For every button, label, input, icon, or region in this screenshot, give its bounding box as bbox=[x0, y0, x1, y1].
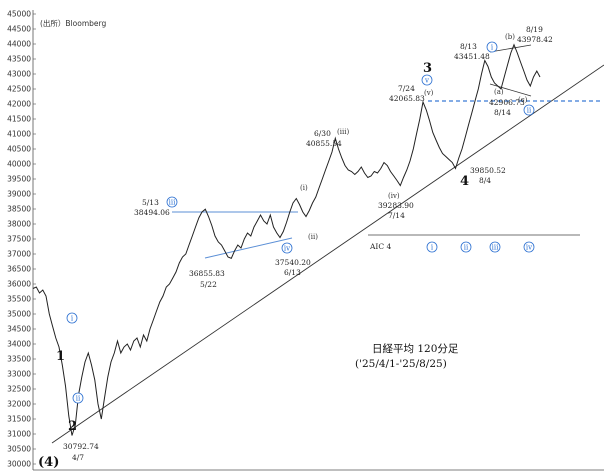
annotation-value-0714: 39283.90 bbox=[378, 201, 414, 210]
annotation-date-0814: 8/14 bbox=[494, 108, 511, 117]
annotation-date-0513: 5/13 bbox=[142, 198, 159, 207]
annotation-date-0804: 8/4 bbox=[479, 176, 491, 185]
y-tick-label: 40500 bbox=[7, 145, 31, 154]
chart-subtitle: ('25/4/1-'25/8/25) bbox=[355, 358, 447, 370]
aic-legend-circle-ii: ii bbox=[460, 241, 472, 253]
y-axis-ticks: 30000 30500 31000 31500 32000 32500 33000 33500… bbox=[7, 10, 36, 469]
y-tick-label: 38500 bbox=[7, 205, 31, 214]
wave-label-4-paren: (4) bbox=[38, 455, 59, 470]
annotation-value-0513: 38494.06 bbox=[134, 208, 170, 217]
circle-marker-iii-1: iii bbox=[166, 196, 178, 208]
y-tick-label: 43000 bbox=[7, 70, 31, 79]
y-tick-label: 39500 bbox=[7, 175, 31, 184]
y-tick-label: 31500 bbox=[7, 415, 31, 424]
wave-label-c-paren: (c) bbox=[518, 96, 528, 104]
annotation-date-0714: 7/14 bbox=[388, 211, 405, 220]
wave-label-1: 1 bbox=[56, 349, 65, 364]
aic-legend-circle-i: i bbox=[426, 241, 438, 253]
circle-marker-iv-1: iv bbox=[281, 242, 293, 254]
y-tick-label: 44000 bbox=[7, 40, 31, 49]
triangle-upper-line bbox=[489, 44, 532, 53]
annotation-value-0724: 42065.83 bbox=[389, 94, 425, 103]
annotation-value-0804: 39850.52 bbox=[470, 166, 506, 175]
y-tick-label: 37500 bbox=[7, 235, 31, 244]
annotation-date-0613: 6/13 bbox=[284, 268, 301, 277]
y-tick-label: 42000 bbox=[7, 100, 31, 109]
annotation-date-0813: 8/13 bbox=[460, 42, 477, 51]
svg-text:iii: iii bbox=[169, 199, 176, 207]
wave-label-iii-paren: (iii) bbox=[337, 128, 349, 136]
svg-text:iv: iv bbox=[284, 245, 290, 253]
support-trendline bbox=[51, 64, 604, 444]
annotation-value-0819: 43978.42 bbox=[517, 35, 553, 44]
svg-text:v: v bbox=[424, 77, 429, 85]
annotation-value-0522: 36855.83 bbox=[189, 269, 225, 278]
circle-marker-i-1: i bbox=[66, 312, 78, 324]
y-tick-label: 37000 bbox=[7, 250, 31, 259]
y-tick-label: 34500 bbox=[7, 325, 31, 334]
circle-marker-i-2: i bbox=[486, 41, 498, 53]
annotation-date-0630: 6/30 bbox=[314, 129, 331, 138]
annotation-value-0813: 43451.48 bbox=[454, 52, 490, 61]
aic-legend-circle-iii: iii bbox=[489, 241, 501, 253]
svg-text:i: i bbox=[491, 44, 494, 52]
circle-marker-ii-1: ii bbox=[72, 392, 84, 404]
y-tick-label: 35500 bbox=[7, 295, 31, 304]
y-tick-label: 45000 bbox=[7, 10, 31, 19]
wave-label-b-paren: (b) bbox=[505, 33, 515, 41]
wave-label-iv-paren: (iv) bbox=[388, 192, 400, 200]
y-tick-label: 35000 bbox=[7, 310, 31, 319]
wave-label-ii-paren: (ii) bbox=[308, 233, 318, 241]
aic-legend-circle-iv: iv bbox=[523, 241, 535, 253]
wave-label-2: 2 bbox=[68, 419, 77, 434]
y-tick-label: 44500 bbox=[7, 25, 31, 34]
y-tick-label: 41000 bbox=[7, 130, 31, 139]
annotation-date-0724: 7/24 bbox=[398, 84, 415, 93]
wave-label-a-paren: (a) bbox=[494, 88, 504, 96]
annotation-value-0407: 30792.74 bbox=[63, 442, 99, 451]
y-tick-label: 36500 bbox=[7, 265, 31, 274]
y-tick-label: 31000 bbox=[7, 430, 31, 439]
y-tick-label: 33500 bbox=[7, 355, 31, 364]
y-tick-label: 41500 bbox=[7, 115, 31, 124]
y-tick-label: 30500 bbox=[7, 445, 31, 454]
wave-label-v-paren: (v) bbox=[424, 89, 434, 97]
y-tick-label: 42500 bbox=[7, 85, 31, 94]
annotation-date-0819: 8/19 bbox=[526, 25, 543, 34]
annotation-value-0814: 42906.73 bbox=[489, 98, 525, 107]
y-tick-label: 33000 bbox=[7, 370, 31, 379]
circle-marker-ii-2: ii bbox=[523, 104, 535, 116]
y-tick-label: 30000 bbox=[7, 460, 31, 469]
y-tick-label: 32000 bbox=[7, 400, 31, 409]
chart-title: 日経平均 120分足 bbox=[372, 342, 459, 355]
source-label: (出所）Bloomberg bbox=[40, 18, 106, 28]
price-line bbox=[32, 43, 541, 436]
wave-label-4: 4 bbox=[460, 174, 469, 189]
circle-marker-v-1: v bbox=[421, 74, 433, 86]
y-tick-label: 40000 bbox=[7, 160, 31, 169]
svg-text:ii: ii bbox=[527, 107, 532, 115]
annotation-date-0522: 5/22 bbox=[200, 280, 217, 289]
svg-text:ii: ii bbox=[464, 244, 469, 252]
triangle-lower-line bbox=[489, 83, 532, 97]
annotation-date-0407: 4/7 bbox=[72, 453, 84, 462]
annotation-value-0630: 40855.54 bbox=[306, 139, 342, 148]
aic-label: AIC 4 bbox=[369, 242, 392, 251]
channel-lower-line bbox=[204, 237, 293, 259]
y-tick-label: 38000 bbox=[7, 220, 31, 229]
svg-text:ii: ii bbox=[76, 395, 81, 403]
y-tick-label: 39000 bbox=[7, 190, 31, 199]
wave-label-i-paren: (i) bbox=[300, 184, 308, 192]
y-tick-label: 32500 bbox=[7, 385, 31, 394]
annotation-value-0613: 37540.20 bbox=[275, 258, 311, 267]
y-tick-label: 43500 bbox=[7, 55, 31, 64]
y-tick-label: 34000 bbox=[7, 340, 31, 349]
svg-text:i: i bbox=[431, 244, 434, 252]
wave-label-3: 3 bbox=[423, 61, 432, 76]
svg-text:i: i bbox=[71, 315, 74, 323]
y-tick-label: 36000 bbox=[7, 280, 31, 289]
svg-text:iii: iii bbox=[492, 244, 499, 252]
svg-text:iv: iv bbox=[526, 244, 532, 252]
